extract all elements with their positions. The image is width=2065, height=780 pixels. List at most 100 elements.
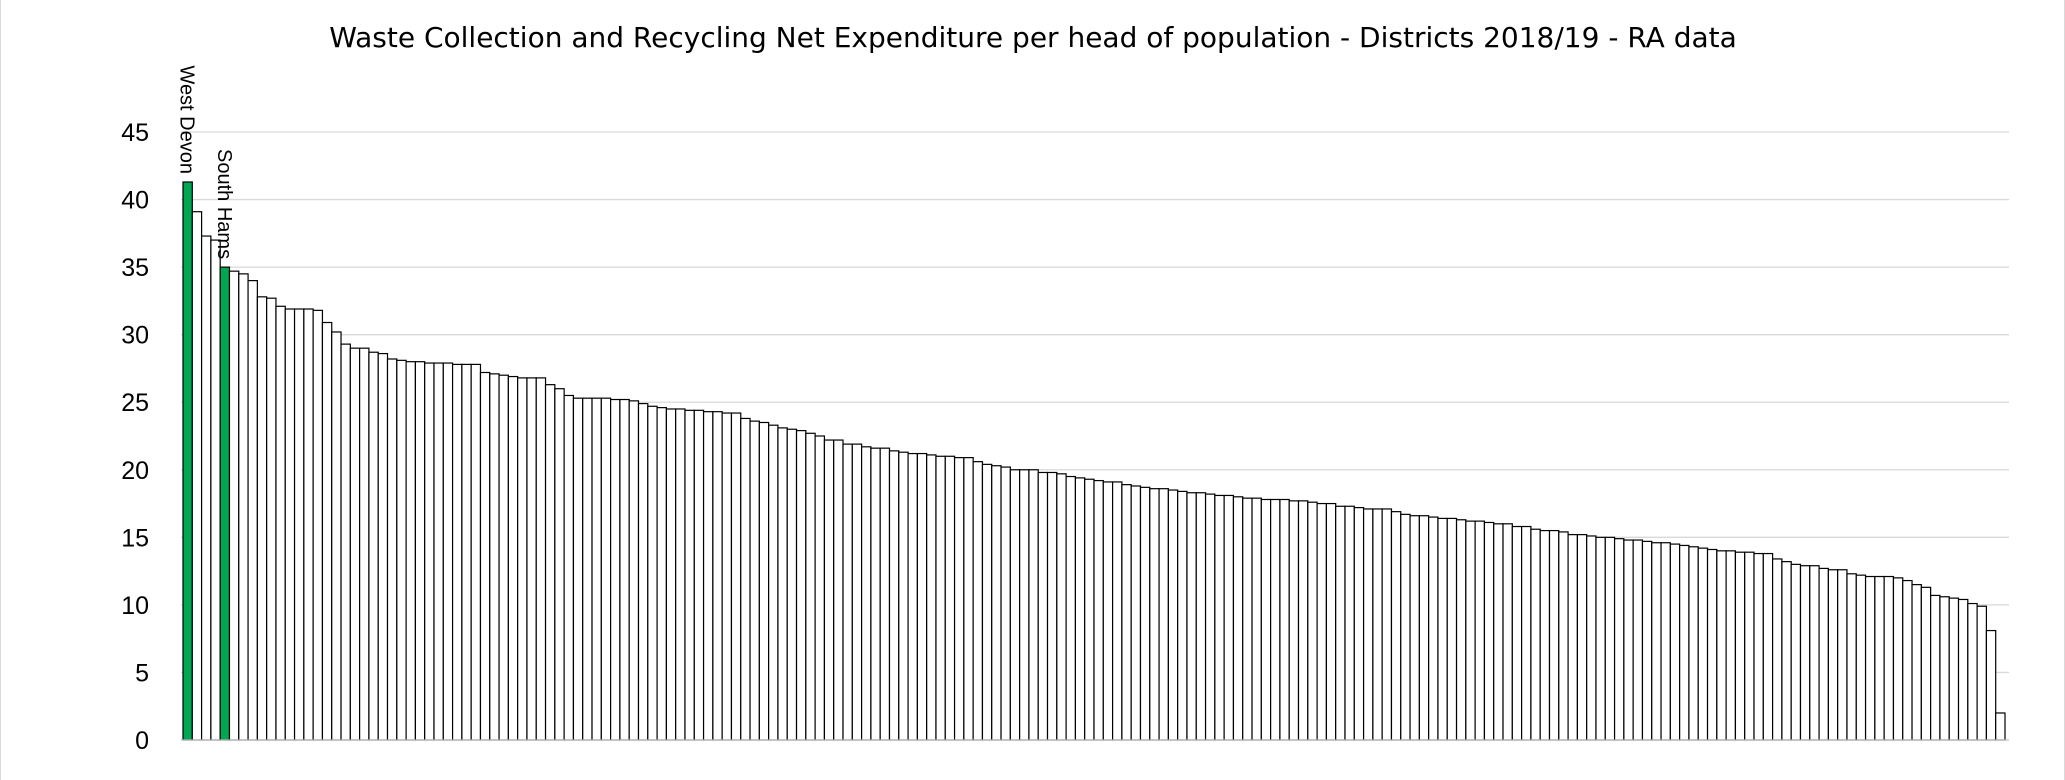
bar [368,351,379,741]
bar [321,321,333,741]
y-tick-label: 0 [135,727,149,755]
bar [1539,529,1551,741]
bar [1567,534,1578,741]
bar [479,371,491,741]
bar [433,362,444,741]
bar [1204,493,1216,741]
bar [702,411,714,741]
bar [191,211,203,741]
bar [582,397,593,741]
bar [1000,466,1011,741]
bar [1428,516,1439,741]
bar [489,373,500,741]
bar [953,457,965,741]
bar [805,432,816,741]
bar [1892,577,1904,741]
bar [1483,521,1495,741]
bar [1967,602,1978,741]
bar [1232,496,1244,741]
bar [851,443,863,741]
bar [1270,498,1281,741]
bar [1139,486,1151,741]
bar [833,439,844,741]
bar [684,409,695,741]
bar [898,451,909,741]
bar [619,398,630,741]
bar [1809,565,1820,741]
y-tick-label: 15 [121,524,149,552]
bar [1028,469,1039,741]
bar [1604,536,1616,741]
bar [1400,513,1411,741]
bar [926,454,937,741]
bar [228,270,240,741]
bar [1344,505,1355,741]
bar [1260,498,1272,741]
bar [1781,561,1792,741]
bar [1548,529,1560,741]
highlighted-bar [182,181,193,741]
bar [1390,511,1402,741]
bar [1353,507,1365,741]
bar [563,394,575,741]
bar [1827,569,1839,741]
bar [275,305,286,741]
bar [396,359,407,741]
bar [1837,569,1848,741]
bar [498,374,509,741]
bar [507,375,519,741]
y-tick-label: 30 [121,322,149,350]
bar [1223,494,1235,741]
bar [1037,471,1049,741]
bar [916,452,928,741]
bar [340,343,351,741]
bar [1362,508,1374,741]
bar [814,435,826,741]
bar [1753,552,1764,741]
y-tick-label: 25 [121,389,149,417]
bar [647,405,658,741]
bar [266,297,277,741]
bar [1957,598,1969,741]
bar [349,347,361,741]
bar [740,417,751,741]
bar [600,397,612,741]
bar [1056,473,1067,741]
bar [405,361,417,741]
bar [972,461,984,741]
bar [1437,517,1448,741]
bar [470,363,482,741]
bar [1762,552,1774,741]
y-tick-label: 10 [121,592,149,620]
bar [1669,543,1681,741]
bar [1697,547,1709,741]
bar [1102,481,1114,741]
bar [1530,528,1541,741]
bar [256,296,268,741]
bar [331,331,342,741]
bar [1558,531,1569,741]
bar-annotations: West Devon South Hams [176,65,235,259]
y-axis-tick-labels: 0 5 10 15 20 25 30 35 40 45 [121,119,149,755]
highlighted-bar [219,266,231,741]
bar [1372,508,1383,741]
bar [1381,508,1393,741]
bar [1474,520,1486,741]
bar [210,239,221,741]
bar [1149,488,1160,741]
bar [572,397,584,741]
bar [1976,605,1988,741]
bar [1065,475,1077,741]
bar [870,447,881,741]
bar [786,428,798,741]
bar [1409,515,1420,741]
bar [637,402,649,741]
bar [1744,551,1755,741]
y-tick-label: 35 [121,254,149,282]
bar [1465,520,1476,741]
bar [777,427,788,741]
bar [1418,515,1430,741]
bar [1716,550,1727,741]
bar [1632,539,1644,741]
bar [554,388,565,741]
